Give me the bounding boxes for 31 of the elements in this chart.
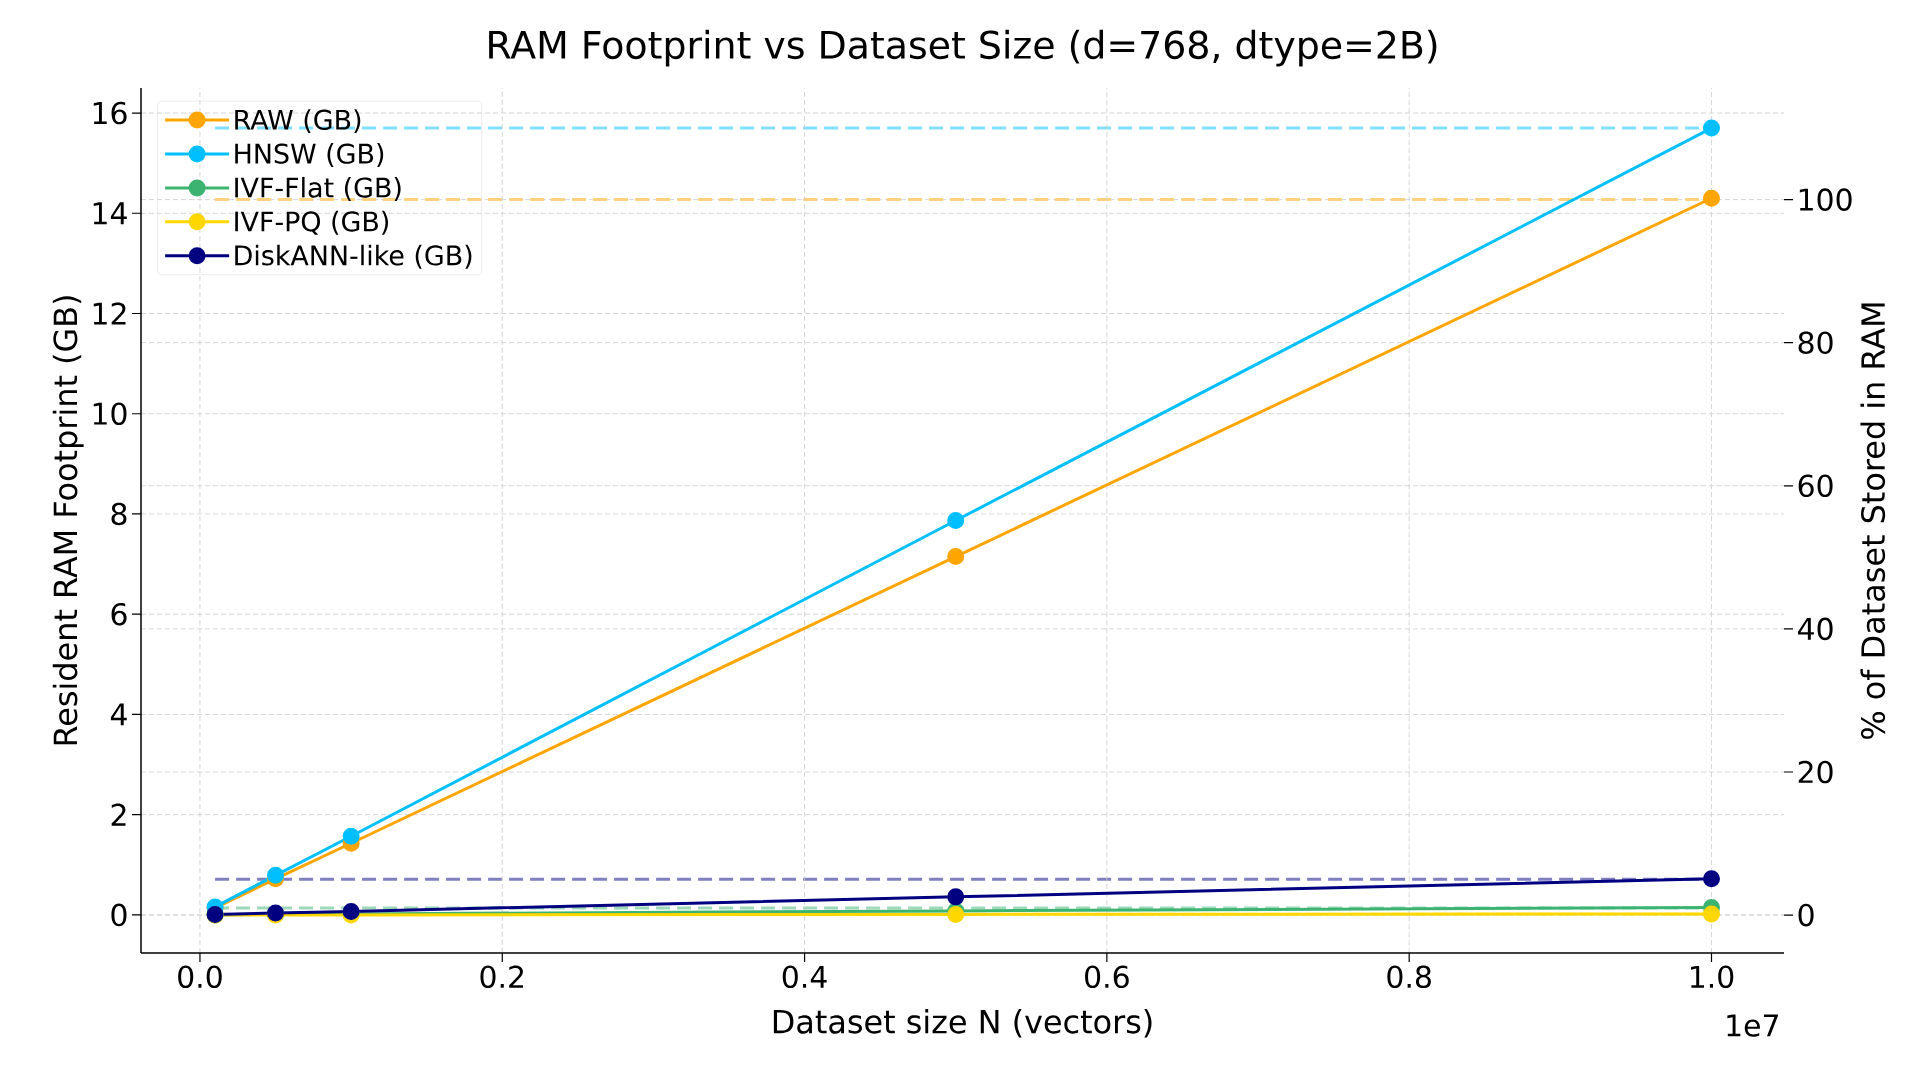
y-tick-label: 16: [93, 101, 127, 125]
text: 1e7: [1727, 1014, 1778, 1037]
y2-axis-title: % of Dataset Stored in RAM: [1860, 303, 1886, 739]
legend-label: DiskANN-like (GB): [235, 244, 472, 269]
legend-label: IVF-PQ (GB): [235, 210, 389, 235]
y-tick-label: 8: [111, 502, 127, 526]
x-tick-label: 0.0: [178, 965, 222, 989]
legend-label: HNSW (GB): [235, 143, 384, 167]
chart-title: RAM Footprint vs Dataset Size (d=768, dtype=2B): [489, 29, 1437, 67]
y2-tick-label: 20: [1798, 760, 1833, 784]
y-tick-label: 4: [110, 703, 127, 726]
y-axis-title: Resident RAM Footprint (GB): [52, 296, 84, 745]
x-tick-label: 1.0: [1691, 965, 1734, 989]
y-tick-label: 6: [111, 602, 127, 626]
y2-tick-label: 40: [1798, 617, 1833, 641]
y-tick-label: 14: [93, 202, 127, 225]
legend-label: RAW (GB): [235, 109, 361, 134]
y2-tick-label: 0: [1798, 903, 1814, 927]
x-tick-label: 0.8: [1387, 965, 1431, 989]
y-tick-label: 2: [111, 803, 126, 826]
y-tick-label: 0: [111, 903, 127, 927]
y-tick-label: 10: [93, 402, 127, 426]
y2-tick-label: 60: [1798, 474, 1833, 498]
y-tick-label: 12: [93, 302, 126, 325]
x-tick-label: 0.2: [480, 965, 524, 989]
y2-tick-label: 80: [1798, 331, 1833, 354]
x-tick-label: 0.6: [1085, 965, 1129, 989]
x-tick-label: 0.4: [782, 965, 827, 989]
y2-tick-label: 100: [1799, 188, 1852, 211]
x-axis-title: Dataset size N (vectors): [773, 1008, 1152, 1038]
legend-label: IVF-Flat (GB): [235, 176, 401, 201]
